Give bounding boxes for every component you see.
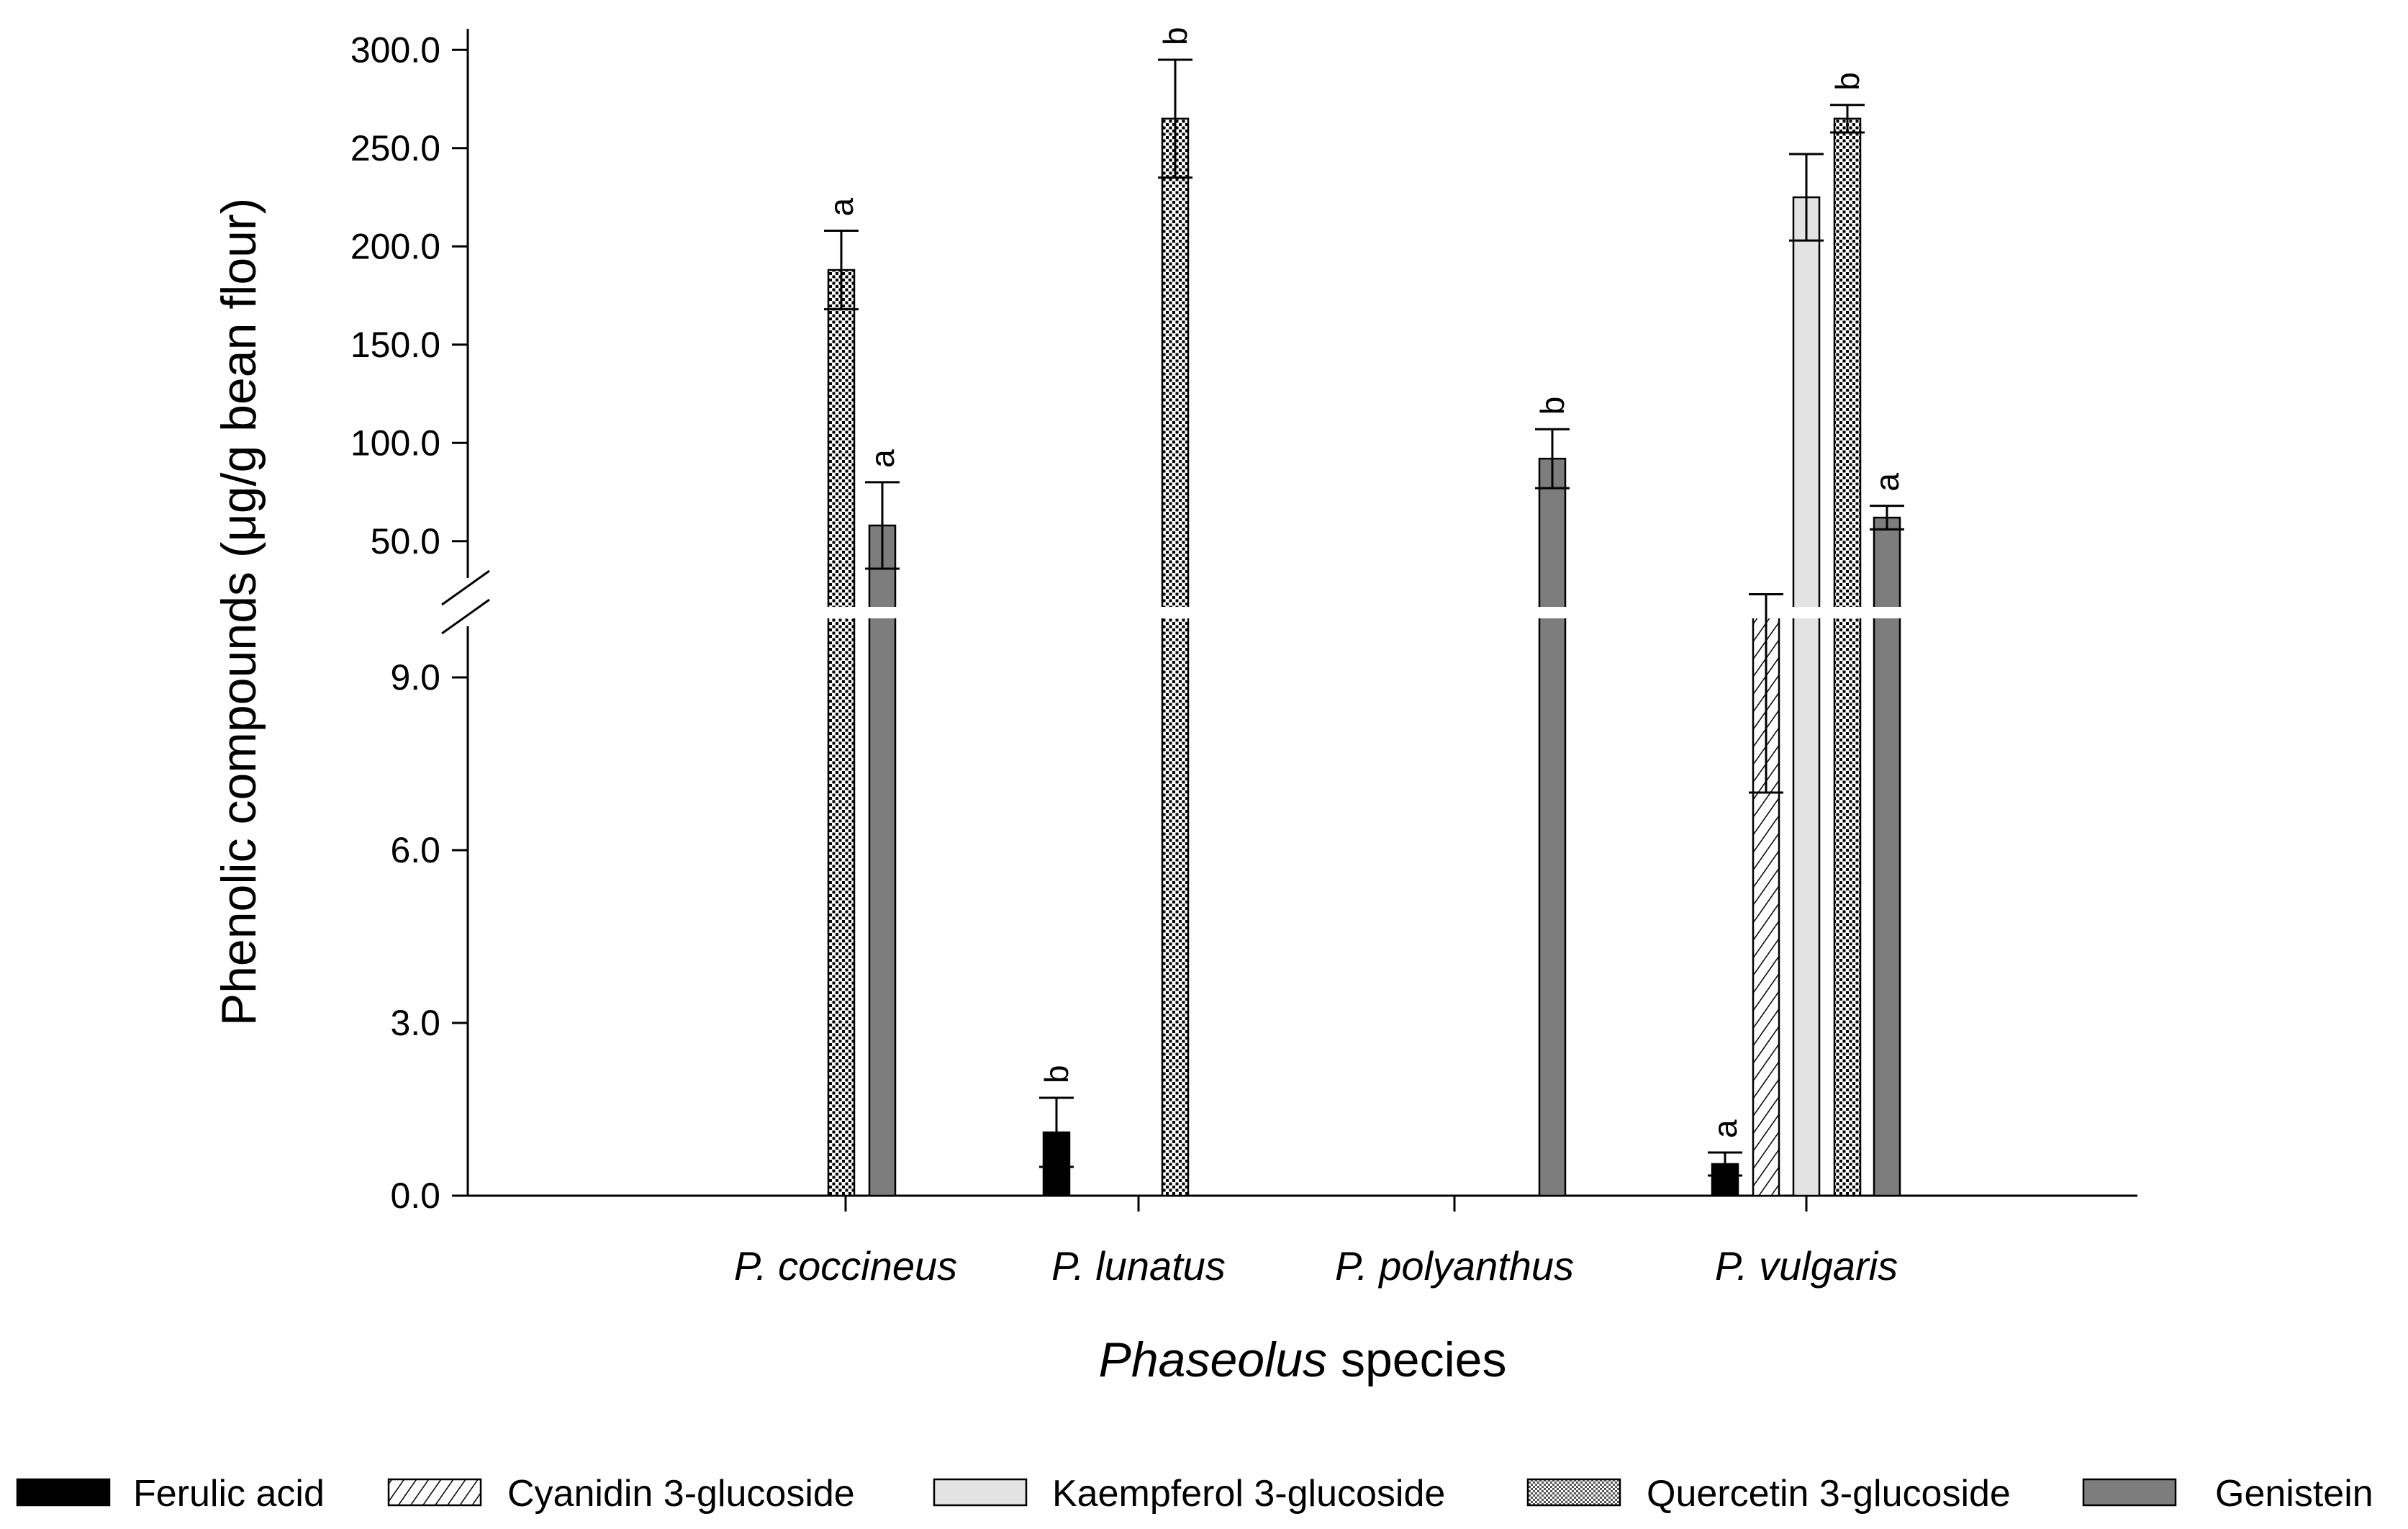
y-tick-label-upper-1: 100.0: [350, 423, 440, 463]
bar-4-0: [868, 524, 897, 1197]
legend-label-3: Quercetin 3-glucoside: [1647, 1473, 2011, 1515]
y-tick-label-lower-3: 9.0: [390, 657, 440, 698]
sig-letter-4-0: a: [864, 449, 901, 468]
y-tick-label-lower-1: 3.0: [390, 1003, 440, 1043]
bar-break-gap-4-3: [1871, 607, 1903, 618]
bar-3-0: [827, 269, 856, 1197]
bar-3-1: [1161, 117, 1190, 1197]
error-bars: [824, 58, 1904, 1177]
sig-letter-4-2: b: [1534, 397, 1571, 415]
x-axis-title: Phaseolus species: [1098, 1332, 1506, 1387]
bars: [827, 117, 1901, 1197]
x-tick-label-1: P. lunatus: [1051, 1243, 1226, 1289]
bar-4-2: [1538, 457, 1567, 1197]
bar-break-gap-4-2: [1536, 607, 1568, 618]
y-ticks: 0.0 3.0 6.0 9.0 50.0 100.0 150.0 200.0 250.0 300.…: [350, 30, 468, 1216]
legend-swatch-3: [1526, 1478, 1621, 1507]
y-tick-label-lower-0: 0.0: [390, 1176, 440, 1216]
significance-letters: b a a b b a b a: [823, 27, 1906, 1138]
legend-label-0: Ferulic acid: [133, 1473, 325, 1515]
legend-swatch-2: [933, 1478, 1028, 1507]
x-ticks: P. coccineus P. lunatus P. polyanthus P. vu…: [734, 1196, 1898, 1289]
y-tick-label-upper-2: 150.0: [350, 325, 440, 365]
axis-break-mark-1: [441, 569, 490, 606]
x-tick-label-2: P. polyanthus: [1335, 1243, 1574, 1289]
y-tick-label-upper-3: 200.0: [350, 226, 440, 266]
bar-break-gap-2-3: [1791, 607, 1822, 618]
bar-break-gap-3-3: [1832, 607, 1863, 618]
legend-swatch-4: [2082, 1478, 2177, 1507]
y-tick-label-upper-5: 300.0: [350, 30, 440, 70]
legend-label-4: Genistein: [2215, 1473, 2373, 1515]
y-axis-title: Phenolic compounds (μg/g bean flour): [212, 198, 266, 1027]
y-tick-label-lower-2: 6.0: [390, 830, 440, 870]
legend-label-2: Kaempferol 3-glucoside: [1052, 1473, 1445, 1515]
sig-letter-4-3: a: [1868, 473, 1906, 492]
bar-2-3: [1792, 196, 1821, 1197]
x-tick-label-3: P. vulgaris: [1715, 1243, 1898, 1289]
sig-letter-0-3: a: [1706, 1119, 1744, 1138]
y-tick-label-upper-4: 250.0: [350, 128, 440, 168]
bar-4-3: [1873, 516, 1901, 1197]
sig-letter-3-1: b: [1157, 27, 1194, 45]
x-tick-label-0: P. coccineus: [734, 1243, 957, 1289]
x-axis-title-rest: species: [1327, 1332, 1506, 1387]
sig-letter-3-0: a: [823, 197, 860, 216]
bar-break-gap-4-0: [866, 607, 898, 618]
bar-break-gaps: [825, 607, 1903, 618]
legend-swatch-0: [16, 1478, 111, 1507]
sig-letter-3-3: b: [1829, 72, 1866, 91]
bar-3-3: [1833, 117, 1862, 1197]
bar-break-gap-3-0: [825, 607, 857, 618]
sig-letter-0-1: b: [1038, 1065, 1075, 1083]
legend-label-1: Cyanidin 3-glucoside: [507, 1473, 855, 1515]
axis-break-mark-2: [441, 598, 490, 635]
x-axis-title-genus: Phaseolus: [1098, 1332, 1327, 1387]
legend: Ferulic acid Cyanidin 3-glucoside Kaempfer…: [16, 1473, 2373, 1515]
legend-swatch-1: [387, 1478, 482, 1507]
y-tick-label-upper-0: 50.0: [371, 521, 440, 561]
bar-break-gap-3-1: [1159, 607, 1191, 618]
